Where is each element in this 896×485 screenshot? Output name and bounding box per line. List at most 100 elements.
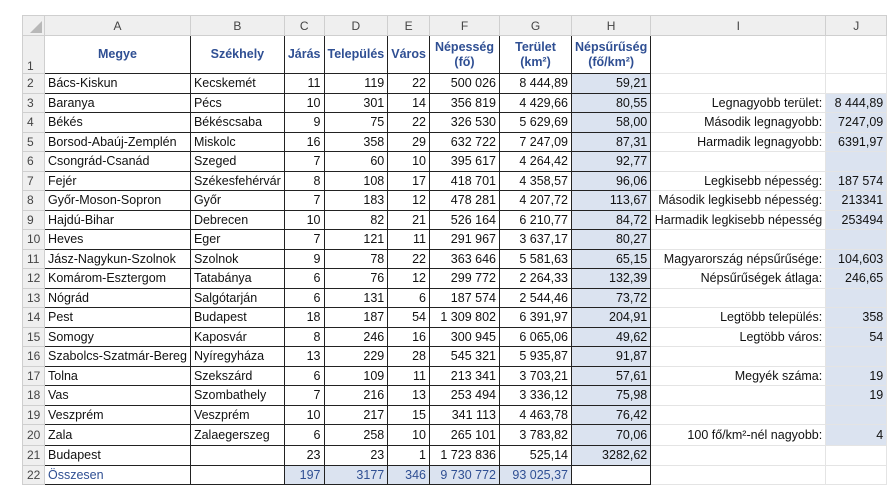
cell-h19[interactable]: 76,42	[570, 404, 652, 425]
column-title-cell[interactable]: Város	[387, 35, 430, 74]
column-title-cell[interactable]: Népsűrűség (fő/km²)	[570, 35, 652, 74]
cell-a21[interactable]: Budapest	[44, 445, 191, 466]
cell-e11[interactable]: 22	[387, 248, 430, 269]
column-title-cell[interactable]: Népesség (fő)	[428, 35, 500, 74]
summary-label[interactable]: 100 fő/km²-nél nagyobb:	[650, 424, 827, 446]
row-header[interactable]: 2	[22, 73, 45, 94]
cell-c11[interactable]: 9	[283, 248, 325, 269]
cell-b6[interactable]: Szeged	[189, 151, 285, 172]
cell-h22[interactable]	[570, 464, 652, 485]
cell-a20[interactable]: Zala	[44, 424, 191, 446]
cell-b11[interactable]: Szolnok	[189, 248, 285, 269]
cell-g22[interactable]: 93 025,37	[498, 464, 572, 485]
cell-e20[interactable]: 10	[387, 424, 430, 446]
cell-d6[interactable]: 60	[323, 151, 389, 172]
cell-a4[interactable]: Békés	[44, 112, 191, 133]
cell-b2[interactable]: Kecskemét	[189, 73, 285, 94]
cell-b9[interactable]: Debrecen	[189, 209, 285, 230]
cell-h3[interactable]: 80,55	[570, 92, 652, 113]
summary-label[interactable]: Legtöbb település:	[650, 307, 827, 328]
summary-label[interactable]: Magyarország népsűrűsége:	[650, 248, 827, 269]
row-header[interactable]: 20	[22, 424, 45, 446]
empty-cell[interactable]	[825, 73, 888, 94]
cell-h14[interactable]: 204,91	[570, 307, 652, 328]
empty-cell[interactable]	[650, 404, 827, 425]
cell-h11[interactable]: 65,15	[570, 248, 652, 269]
cell-d15[interactable]: 246	[323, 326, 389, 347]
cell-h6[interactable]: 92,77	[570, 151, 652, 172]
cell-a9[interactable]: Hajdú-Bihar	[44, 209, 191, 230]
cell-c21[interactable]: 23	[283, 445, 325, 466]
empty-cell[interactable]	[825, 287, 888, 308]
empty-cell[interactable]	[825, 35, 888, 74]
cell-h2[interactable]: 59,21	[570, 73, 652, 94]
cell-f12[interactable]: 299 772	[428, 268, 500, 289]
cell-f11[interactable]: 363 646	[428, 248, 500, 269]
cell-f5[interactable]: 632 722	[428, 131, 500, 152]
cell-a19[interactable]: Veszprém	[44, 404, 191, 425]
cell-c18[interactable]: 7	[283, 385, 325, 406]
cell-f17[interactable]: 213 341	[428, 365, 500, 386]
summary-label[interactable]	[650, 385, 827, 406]
cell-e15[interactable]: 16	[387, 326, 430, 347]
cell-g17[interactable]: 3 703,21	[498, 365, 572, 386]
summary-value[interactable]: 8 444,89	[825, 92, 888, 113]
cell-h20[interactable]: 70,06	[570, 424, 652, 446]
cell-f22[interactable]: 9 730 772	[428, 464, 500, 485]
cell-g11[interactable]: 5 581,63	[498, 248, 572, 269]
cell-b17[interactable]: Szekszárd	[189, 365, 285, 386]
summary-label[interactable]: Második legnagyobb:	[650, 112, 827, 133]
cell-g3[interactable]: 4 429,66	[498, 92, 572, 113]
row-header[interactable]: 21	[22, 445, 45, 466]
cell-a7[interactable]: Fejér	[44, 170, 191, 191]
cell-f3[interactable]: 356 819	[428, 92, 500, 113]
empty-cell[interactable]	[825, 445, 888, 466]
row-header[interactable]: 17	[22, 365, 45, 386]
cell-c16[interactable]: 13	[283, 346, 325, 367]
cell-b16[interactable]: Nyíregyháza	[189, 346, 285, 367]
column-header-d[interactable]: D	[323, 15, 389, 36]
cell-e14[interactable]: 54	[387, 307, 430, 328]
summary-value[interactable]: 19	[825, 385, 888, 406]
column-title-cell[interactable]: Megye	[44, 35, 191, 74]
cell-f9[interactable]: 526 164	[428, 209, 500, 230]
cell-c12[interactable]: 6	[283, 268, 325, 289]
cell-b7[interactable]: Székesfehérvár	[189, 170, 285, 191]
cell-a6[interactable]: Csongrád-Csanád	[44, 151, 191, 172]
cell-a10[interactable]: Heves	[44, 229, 191, 250]
row-header[interactable]: 22	[22, 464, 45, 485]
cell-h15[interactable]: 49,62	[570, 326, 652, 347]
cell-a17[interactable]: Tolna	[44, 365, 191, 386]
row-header[interactable]: 10	[22, 229, 45, 250]
summary-value[interactable]: 253494	[825, 209, 888, 230]
empty-cell[interactable]	[825, 346, 888, 367]
cell-e8[interactable]: 12	[387, 190, 430, 211]
cell-f8[interactable]: 478 281	[428, 190, 500, 211]
select-all-button[interactable]	[22, 15, 45, 36]
cell-c15[interactable]: 8	[283, 326, 325, 347]
cell-e17[interactable]: 11	[387, 365, 430, 386]
cell-g20[interactable]: 3 783,82	[498, 424, 572, 446]
cell-h10[interactable]: 80,27	[570, 229, 652, 250]
cell-b3[interactable]: Pécs	[189, 92, 285, 113]
cell-d22[interactable]: 3177	[323, 464, 389, 485]
cell-h8[interactable]: 113,67	[570, 190, 652, 211]
cell-b4[interactable]: Békéscsaba	[189, 112, 285, 133]
cell-g15[interactable]: 6 065,06	[498, 326, 572, 347]
empty-cell[interactable]	[650, 35, 827, 74]
cell-h21[interactable]: 3282,62	[570, 445, 652, 466]
cell-g21[interactable]: 525,14	[498, 445, 572, 466]
cell-e16[interactable]: 28	[387, 346, 430, 367]
cell-b13[interactable]: Salgótarján	[189, 287, 285, 308]
cell-d2[interactable]: 119	[323, 73, 389, 94]
cell-d3[interactable]: 301	[323, 92, 389, 113]
cell-h12[interactable]: 132,39	[570, 268, 652, 289]
cell-b22[interactable]	[189, 464, 285, 485]
cell-e22[interactable]: 346	[387, 464, 430, 485]
cell-e2[interactable]: 22	[387, 73, 430, 94]
cell-f2[interactable]: 500 026	[428, 73, 500, 94]
cell-d18[interactable]: 216	[323, 385, 389, 406]
empty-cell[interactable]	[650, 151, 827, 172]
summary-label[interactable]: Megyék száma:	[650, 365, 827, 386]
row-header[interactable]: 15	[22, 326, 45, 347]
